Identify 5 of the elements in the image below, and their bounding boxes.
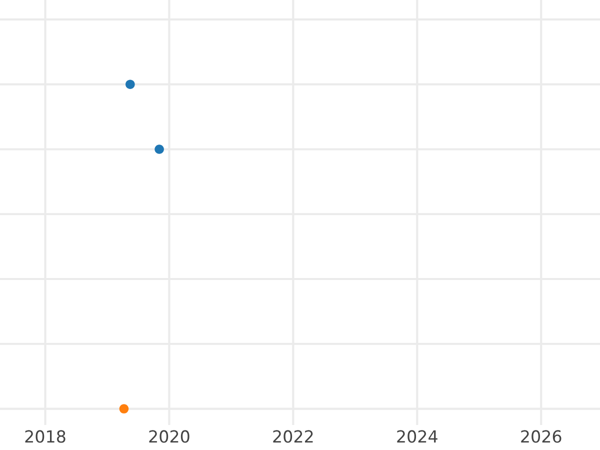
x-tick-label: 2026 [521,430,562,443]
x-tick-label: 2020 [149,430,190,443]
x-tick-label: 2018 [25,430,66,443]
x-tick-label: 2022 [273,430,313,443]
x-tick-label: 2024 [397,430,438,443]
